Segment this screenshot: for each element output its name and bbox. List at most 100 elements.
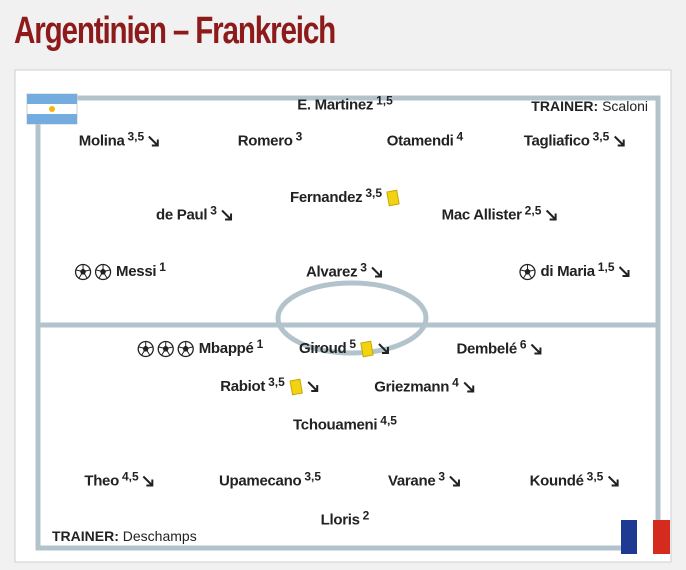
player-grade: 4 — [456, 129, 464, 144]
player-grade: 4,5 — [380, 413, 397, 428]
substitution-arrow — [148, 135, 160, 147]
ball-pattern — [520, 264, 535, 279]
trainer-label: TRAINER: — [52, 528, 119, 544]
player-name: Otamendi — [386, 132, 454, 150]
arrow — [371, 266, 382, 278]
player-name: Molina — [78, 132, 125, 150]
player: Romero 3 — [237, 129, 303, 150]
substitution-arrow — [545, 209, 557, 221]
player-grade: 6 — [519, 337, 527, 352]
title: Argentinien – Frankreich — [14, 10, 336, 52]
player-name: Upamecano — [218, 472, 302, 490]
center-circle — [275, 280, 429, 356]
player-name: di Maria — [540, 263, 596, 280]
player-grade: 4,5 — [121, 469, 139, 484]
player: Molina 3,5 — [78, 130, 161, 150]
player: Mac Allister 2,5 — [441, 203, 559, 224]
player: Dembelé 6 — [456, 337, 543, 358]
player-name: Dembelé — [456, 340, 517, 358]
substitution-arrow — [530, 343, 542, 355]
player-grade: 1,5 — [376, 93, 393, 108]
player-name: Giroud — [298, 340, 347, 357]
player: Tagliafico 3,5 — [524, 129, 627, 150]
trainer-name: Deschamps — [122, 528, 197, 544]
player-name: Romero — [237, 132, 293, 150]
player: Otamendi 4 — [386, 129, 464, 150]
player-grade: 3,5 — [304, 469, 322, 484]
player: Rabiot 3,5 — [220, 375, 320, 396]
player-grade: 1 — [256, 337, 264, 351]
player-name: Tchouameni — [293, 416, 378, 434]
player: Varane 3 — [387, 469, 462, 490]
substitution-arrow — [307, 381, 318, 392]
ball-pattern — [95, 264, 111, 279]
player-name: de Paul — [156, 206, 208, 224]
player-grade: 2,5 — [524, 203, 542, 218]
yellow-card — [289, 378, 303, 396]
goal-ball — [519, 263, 536, 281]
player-name: Lloris — [320, 511, 360, 529]
trainer-label: TRAINER: — [531, 98, 599, 114]
flag-france — [621, 520, 670, 554]
ball-pattern — [75, 264, 91, 279]
player: Griezmann 4 — [374, 375, 476, 396]
substitution-arrow — [618, 266, 630, 277]
player-grade: 4 — [452, 375, 459, 390]
ball-pattern — [138, 341, 153, 356]
card — [386, 189, 400, 207]
player: E. Martinez 1,5 — [297, 93, 393, 114]
substitution-arrow — [613, 135, 625, 147]
flag-argentina — [26, 93, 78, 125]
substitution-arrow — [607, 475, 619, 487]
goal-ball — [157, 340, 174, 358]
arrow — [449, 475, 461, 487]
substitution-arrow — [371, 266, 382, 278]
player-grade: 3,5 — [592, 129, 610, 144]
substitution-arrow — [449, 475, 461, 487]
substitution-arrow — [142, 475, 154, 487]
card — [289, 378, 303, 396]
player-grade: 3 — [210, 203, 217, 218]
arrow — [142, 475, 154, 487]
substitution-arrow — [378, 343, 390, 354]
player-name: Theo — [84, 472, 119, 490]
player-grade: 1 — [159, 260, 166, 274]
goal-ball — [177, 340, 194, 358]
arrow — [148, 135, 160, 147]
player-grade: 3 — [438, 469, 446, 484]
player-grade: 3,5 — [365, 186, 383, 200]
player-grade: 3 — [360, 260, 367, 275]
player: Lloris 2 — [320, 509, 370, 529]
player-grade: 3 — [295, 129, 303, 144]
arrow — [378, 343, 390, 354]
player: Giroud 5 — [298, 337, 391, 358]
ball-pattern — [178, 341, 193, 356]
player: Messi 1 — [74, 260, 166, 281]
player-name: Rabiot — [220, 378, 266, 395]
yellow-card — [386, 189, 400, 207]
player-name: Griezmann — [374, 378, 450, 396]
goal-ball — [137, 340, 154, 358]
player-grade: 3,5 — [586, 469, 604, 484]
player-name: Varane — [387, 472, 436, 490]
player-grade: 3,5 — [268, 375, 285, 389]
card — [360, 340, 374, 358]
substitution-arrow — [463, 381, 474, 393]
arrow — [530, 343, 542, 355]
arrow — [607, 475, 619, 487]
arrow — [545, 209, 557, 221]
arrow — [463, 381, 474, 393]
player: Mbappé 1 — [137, 337, 264, 358]
player-name: Mbappé — [198, 340, 254, 357]
player: Koundé 3,5 — [530, 469, 621, 490]
player-name: E. Martinez — [297, 96, 374, 114]
player-name: Fernandez — [289, 189, 363, 206]
player-name: Mac Allister — [441, 206, 522, 224]
player-grade: 5 — [349, 337, 357, 351]
player: Fernandez 3,5 — [289, 186, 400, 207]
trainer: TRAINER: Deschamps — [52, 528, 197, 544]
player-name: Alvarez — [306, 263, 358, 281]
arrow — [221, 209, 232, 221]
